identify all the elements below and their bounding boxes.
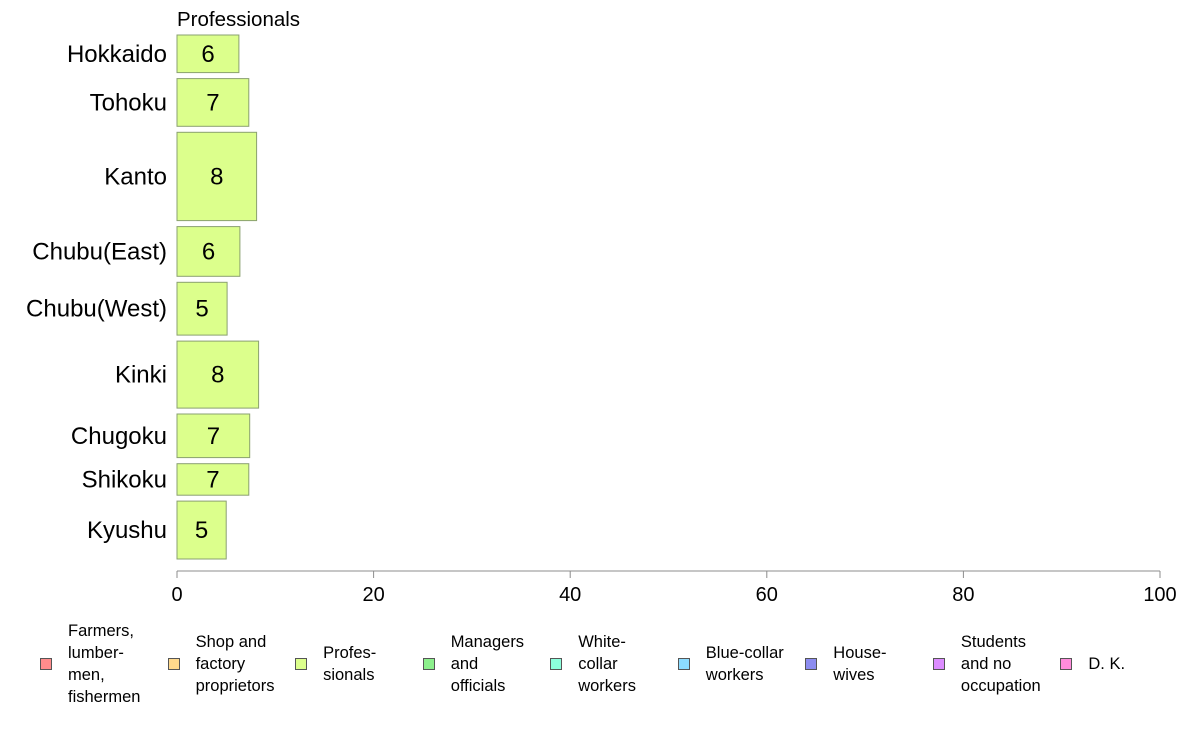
legend-item: White- collar workers <box>550 618 636 710</box>
data-label-chugoku: 7 <box>207 423 220 450</box>
chart-title: Professionals <box>177 8 300 31</box>
data-label-kyushu: 5 <box>195 517 208 544</box>
data-label-kanto: 8 <box>210 163 223 190</box>
legend-item: Managers and officials <box>422 618 525 710</box>
legend-swatch <box>422 658 435 670</box>
legend-item: Farmers, lumber- men, fishermen <box>40 618 140 710</box>
x-tick-label: 0 <box>171 584 182 606</box>
bar-kinki <box>176 340 260 409</box>
category-label-shikoku: Shikoku <box>82 466 167 493</box>
x-axis: 0 20 40 60 80 100 <box>171 570 1177 606</box>
category-label-kyushu: Kyushu <box>87 517 167 544</box>
legend-swatch <box>932 658 945 670</box>
legend-label: Farmers, lumber- men, fishermen <box>68 622 141 706</box>
legend-swatch <box>805 658 818 670</box>
x-tick-label: 40 <box>559 584 581 606</box>
category-label-chubu-east: Chubu(East) <box>32 238 167 265</box>
data-label-hokkaido: 6 <box>201 41 214 68</box>
legend: Farmers, lumber- men, fishermen Shop and … <box>0 618 1188 718</box>
legend-item: Shop and factory proprietors <box>167 618 275 710</box>
bar-hokkaido <box>176 34 240 74</box>
category-label-chubu-west: Chubu(West) <box>26 296 167 323</box>
legend-label: Profes- sionals <box>323 644 377 684</box>
data-label-shikoku: 7 <box>206 466 219 493</box>
data-label-kinki: 8 <box>211 362 224 389</box>
legend-label: House- wives <box>833 644 887 684</box>
data-label-tohoku: 7 <box>206 89 219 116</box>
bar-shikoku <box>176 463 250 496</box>
data-label-chubu-east: 6 <box>202 238 215 265</box>
legend-label: D. K. <box>1088 655 1126 673</box>
legend-label: Managers and officials <box>450 633 525 695</box>
legend-swatch <box>1060 658 1073 670</box>
legend-item: Students and no occupation <box>932 618 1041 710</box>
category-label-kanto: Kanto <box>104 163 167 190</box>
legend-label: Students and no occupation <box>960 633 1041 695</box>
category-label-kinki: Kinki <box>115 362 167 389</box>
x-tick-label: 20 <box>362 584 384 606</box>
legend-swatch <box>40 658 52 670</box>
legend-item: Blue-collar workers <box>677 618 784 710</box>
bar-kanto <box>176 131 258 222</box>
x-tick-label: 100 <box>1143 584 1176 606</box>
legend-item: D. K. <box>1060 618 1125 710</box>
legend-label: Blue-collar workers <box>705 644 784 684</box>
legend-label: White- collar workers <box>578 633 636 695</box>
legend-label: Shop and factory proprietors <box>195 633 275 695</box>
data-label-chubu-west: 5 <box>195 296 208 323</box>
bar-chubu-east <box>176 226 241 277</box>
category-label-tohoku: Tohoku <box>90 89 167 116</box>
bar-chart: Professionals Hokkaido 6 Tohoku 7 Kanto 8 Chub… <box>26 8 1177 606</box>
legend-item: Profes- sionals <box>295 618 376 710</box>
legend-swatch <box>167 658 180 670</box>
legend-item: House- wives <box>805 618 887 710</box>
bar-tohoku <box>176 78 250 127</box>
legend-swatch <box>295 658 308 670</box>
category-label-hokkaido: Hokkaido <box>67 41 167 68</box>
bars-group: Hokkaido 6 Tohoku 7 Kanto 8 Chubu(East) 6 Chubu(… <box>26 34 260 560</box>
bar-kyushu <box>176 500 227 560</box>
category-label-chugoku: Chugoku <box>71 423 167 450</box>
bar-chugoku <box>176 413 251 459</box>
x-tick-label: 80 <box>952 584 974 606</box>
legend-swatch <box>550 658 563 670</box>
x-tick-label: 60 <box>756 584 778 606</box>
bar-chubu-west <box>176 281 228 336</box>
legend-swatch <box>677 658 690 670</box>
